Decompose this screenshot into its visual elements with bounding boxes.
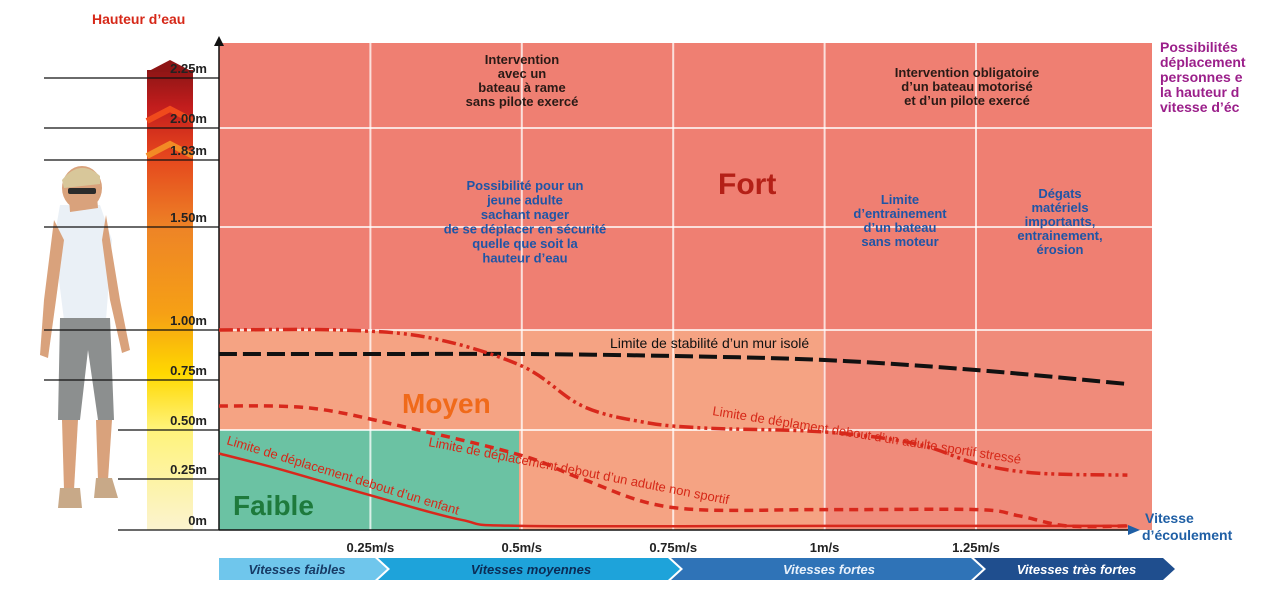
- annotation-line: de se déplacer en sécurité: [444, 222, 607, 237]
- side-note-line: la hauteur d: [1160, 84, 1240, 100]
- annotation-line: matériels: [1031, 200, 1088, 215]
- speed-band-label: Vitesses très fortes: [1017, 562, 1136, 577]
- annotation: Intervention obligatoire d’un bateau moto…: [895, 65, 1039, 108]
- annotation-line: Intervention: [485, 52, 559, 67]
- x-axis-title: Vitesse: [1145, 510, 1194, 526]
- series-lines: [218, 327, 1128, 529]
- annotation-line: Limite: [881, 192, 919, 207]
- x-axis-title: d’écoulement: [1142, 527, 1233, 543]
- speed-band: [378, 558, 680, 580]
- x-tick-label: 1.25m/s: [952, 540, 1000, 555]
- annotation-line: bateau à rame: [478, 80, 565, 95]
- height-scale: [145, 60, 195, 530]
- height-scale-bar: [147, 70, 193, 530]
- y-tick-label: 0.25m: [170, 462, 207, 477]
- annotation: Possibilité pour un jeune adulte sachant n…: [444, 178, 607, 266]
- y-tick-label: 0.75m: [170, 363, 207, 378]
- y-tick-label: 1.00m: [170, 313, 207, 328]
- side-note-line: déplacement: [1160, 54, 1246, 70]
- annotation-line: entrainement,: [1017, 228, 1102, 243]
- y-tick-label: 0m: [188, 513, 207, 528]
- x-tick-label: 0.5m/s: [502, 540, 542, 555]
- x-tick-label: 0.25m/s: [347, 540, 395, 555]
- speed-bands: Vitesses faibles Vitesses moyennes Vitesse…: [219, 558, 1175, 580]
- annotation-line: d’entrainement: [853, 206, 947, 221]
- x-tick-label: 0.75m/s: [649, 540, 697, 555]
- annotation: Dégats matériels importants, entrainement, é…: [1017, 186, 1102, 257]
- annotation-line: sachant nager: [481, 207, 569, 222]
- annotation-line: importants,: [1025, 214, 1096, 229]
- annotation: Intervention avec un bateau à rame sans pil…: [466, 52, 579, 109]
- annotation-line: érosion: [1037, 242, 1084, 257]
- speed-band-label: Vitesses faibles: [248, 562, 345, 577]
- annotation-line: Possibilité pour un: [466, 178, 583, 193]
- x-tick-label: 1m/s: [810, 540, 840, 555]
- gridlines: [219, 43, 1152, 530]
- side-note-line: vitesse d’éc: [1160, 99, 1240, 115]
- annotation-line: sans moteur: [861, 234, 938, 249]
- speed-band: [219, 558, 387, 580]
- height-scale-chevron: [145, 105, 195, 124]
- annotation-line: avec un: [498, 66, 546, 81]
- annotation-line: Intervention obligatoire: [895, 65, 1039, 80]
- side-note: Possibilités déplacement personnes e la …: [1160, 40, 1262, 150]
- zone-faible: [219, 430, 519, 530]
- height-scale-arrow: [147, 60, 193, 72]
- side-note-line: personnes e: [1160, 69, 1243, 85]
- annotation-line: quelle que soit la: [472, 236, 578, 251]
- x-axis-arrow-icon: [1128, 525, 1140, 535]
- zone-label: Faible: [233, 490, 314, 521]
- zone-label: Fort: [718, 168, 776, 201]
- speed-band-label: Vitesses fortes: [783, 562, 875, 577]
- y-axis-title: Hauteur d’eau: [92, 11, 185, 27]
- zone-label: Moyen: [402, 388, 491, 419]
- y-tick-label: 1.83m: [170, 143, 207, 158]
- series-label: Limite de stabilité d’un mur isolé: [610, 335, 809, 351]
- speed-band: [671, 558, 983, 580]
- annotation-line: d’un bateau: [864, 220, 937, 235]
- y-tick-label: 2.00m: [170, 111, 207, 126]
- annotation-line: d’un bateau motorisé: [901, 79, 1032, 94]
- series-line: [218, 404, 1128, 529]
- y-tick-label: 0.50m: [170, 413, 207, 428]
- annotation-line: sans pilote exercé: [466, 94, 579, 109]
- annotation-line: jeune adulte: [486, 193, 563, 208]
- speed-band-label: Vitesses moyennes: [471, 562, 591, 577]
- series-line: [218, 452, 1128, 528]
- annotation-line: et d’un pilote exercé: [904, 93, 1030, 108]
- series-line: [218, 327, 1128, 477]
- y-tick-labels: 0m 0.25m 0.50m 0.75m 1.00m 1.50m 1.83m 2.00m 2.2…: [44, 11, 219, 531]
- person-illustration: [40, 166, 130, 508]
- x-tick-labels: 0.25m/s 0.5m/s 0.75m/s 1m/s 1.25m/s Vitessed’…: [347, 510, 1233, 555]
- annotation-line: Dégats: [1038, 186, 1081, 201]
- side-note-line: Possibilités: [1160, 40, 1238, 55]
- y-tick-label: 2.25m: [170, 61, 207, 76]
- speed-band: [974, 558, 1175, 580]
- height-scale-chevron: [145, 140, 195, 159]
- annotation: Limite d’entrainement d’un bateau sans mote…: [853, 192, 947, 249]
- y-axis-arrow-icon: [214, 36, 224, 46]
- axes: [214, 36, 1140, 535]
- y-tick-label: 1.50m: [170, 210, 207, 225]
- series-line: [218, 351, 1128, 386]
- annotation-line: hauteur d’eau: [482, 251, 567, 266]
